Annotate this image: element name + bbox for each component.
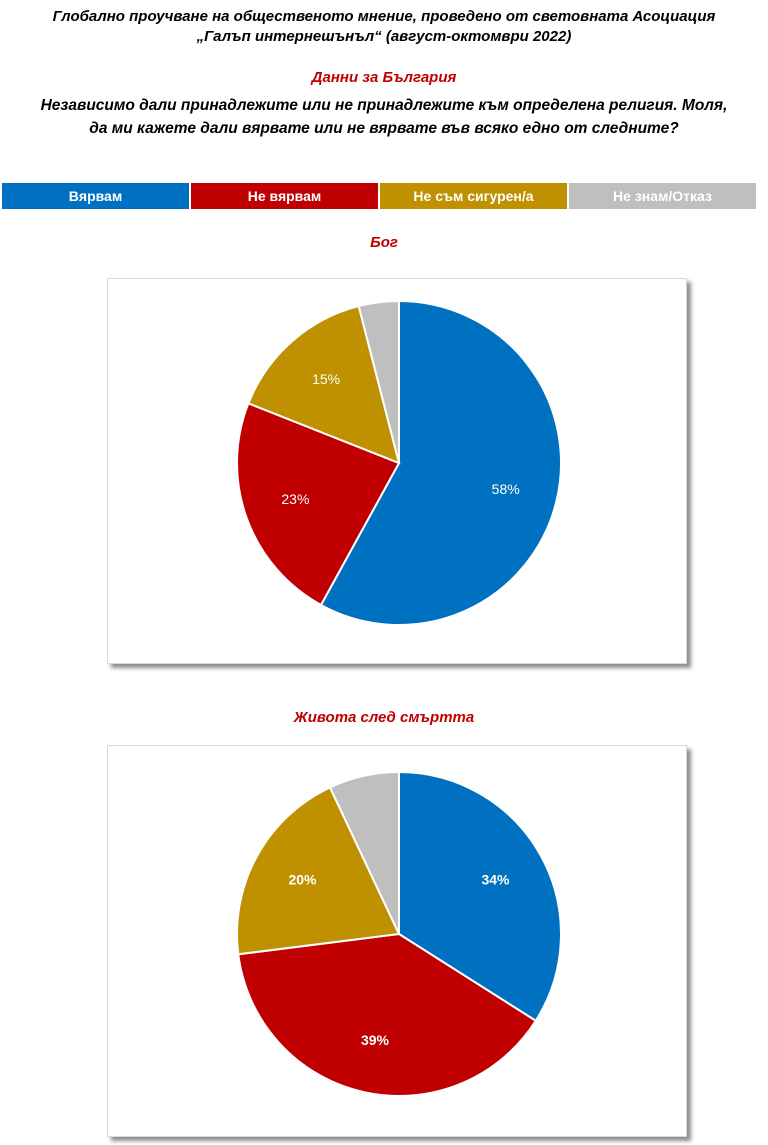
legend: Вярвам Не вярвам Не съм сигурен/а Не зна… [2, 183, 760, 209]
pie-slice-believe [319, 299, 563, 626]
page-title-line2: „Галъп интернешънъл“ (август-октомври 20… [196, 28, 572, 45]
chart-title-god: Бог [370, 234, 398, 251]
pie-slice-not-sure [236, 786, 401, 956]
country-subtitle: Данни за България [311, 69, 457, 86]
data-label-not-believe: 39% [361, 1032, 390, 1048]
question-line2: да ми кажете дали вярвате или не вярвате… [89, 120, 679, 137]
question-line1: Независимо дали принадлежите или не прин… [40, 97, 728, 114]
legend-item-not-sure: Не съм сигурен/а [380, 183, 567, 209]
chart-frame-god: 58% 23% 15% [107, 278, 687, 664]
chart-title-afterlife: Живота след смъртта [293, 709, 475, 726]
pie-chart-god: 58% 23% 15% [236, 299, 563, 626]
pie-slice-dont-know [357, 299, 400, 464]
pie-slice-not-believe [237, 932, 538, 1097]
data-label-not-believe: 23% [281, 491, 309, 507]
data-label-believe: 58% [492, 481, 520, 497]
data-label-not-sure: 20% [288, 872, 317, 888]
data-label-believe: 34% [481, 872, 510, 888]
data-label-not-sure: 15% [312, 371, 340, 387]
legend-item-believe: Вярвам [2, 183, 189, 209]
pie-chart-afterlife: 34% 39% 20% [236, 770, 562, 1097]
page-title-line1: Глобално проучване на общественото мнени… [52, 8, 716, 25]
pie-slice-not-believe [236, 402, 401, 607]
legend-item-dont-know: Не знам/Отказ [569, 183, 756, 209]
pie-slice-dont-know [328, 770, 400, 935]
pie-slice-not-sure [247, 304, 401, 465]
legend-item-not-believe: Не вярвам [191, 183, 378, 209]
chart-frame-afterlife: 34% 39% 20% [107, 745, 687, 1137]
